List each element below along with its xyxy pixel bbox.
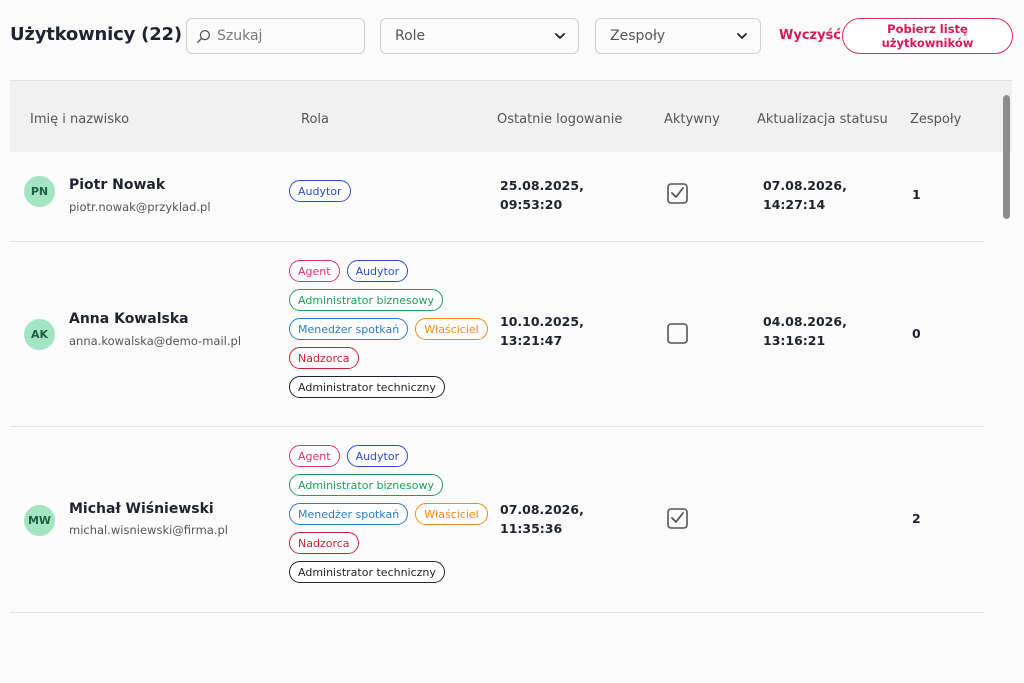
role-chip: Nadzorca bbox=[289, 347, 359, 369]
users-table: Imię i nazwisko Rola Ostatnie logowanie … bbox=[10, 80, 1012, 625]
column-header-last-login[interactable]: Ostatnie logowanie bbox=[497, 112, 623, 127]
user-email: michal.wisniewski@firma.pl bbox=[69, 523, 228, 537]
clear-filters-link[interactable]: Wyczyść bbox=[779, 28, 842, 43]
table-row[interactable]: MW Michał Wiśniewski michal.wisniewski@f… bbox=[10, 427, 985, 613]
role-chip: Audytor bbox=[289, 180, 351, 202]
user-email: piotr.nowak@przyklad.pl bbox=[69, 200, 211, 214]
role-chip: Administrator biznesowy bbox=[289, 289, 444, 311]
teams-count: 2 bbox=[912, 511, 921, 526]
column-header-role[interactable]: Rola bbox=[301, 112, 329, 127]
role-chip: Agent bbox=[289, 445, 340, 467]
table-row[interactable]: AK Anna Kowalska anna.kowalska@demo-mail… bbox=[10, 242, 985, 427]
search-box[interactable] bbox=[186, 18, 365, 54]
role-chip: Administrator biznesowy bbox=[289, 474, 444, 496]
roles-filter-label: Role bbox=[395, 28, 426, 44]
chevron-down-icon bbox=[737, 33, 747, 39]
role-chip: Agent bbox=[289, 260, 340, 282]
role-chip: Administrator techniczny bbox=[289, 376, 445, 398]
avatar: AK bbox=[24, 319, 55, 350]
role-chip: Właściciel bbox=[415, 503, 488, 525]
teams-count: 1 bbox=[912, 187, 921, 202]
role-chip: Menedżer spotkań bbox=[289, 503, 409, 525]
teams-count: 0 bbox=[912, 326, 921, 341]
role-chip: Administrator techniczny bbox=[289, 561, 445, 583]
status-update: 07.08.2026, 14:27:14 bbox=[763, 178, 847, 212]
user-name: Michał Wiśniewski bbox=[69, 501, 214, 517]
role-chip: Nadzorca bbox=[289, 532, 359, 554]
role-chip: Właściciel bbox=[415, 318, 488, 340]
table-row[interactable]: PN Piotr Nowak piotr.nowak@przyklad.pl A… bbox=[10, 152, 985, 242]
teams-filter-label: Zespoły bbox=[610, 28, 666, 44]
last-login: 10.10.2025, 13:21:47 bbox=[500, 314, 584, 348]
search-icon bbox=[196, 29, 211, 43]
page-title: Użytkownicy (22) bbox=[10, 24, 182, 45]
role-chip: Audytor bbox=[346, 260, 409, 282]
status-update: 04.08.2026, 13:16:21 bbox=[763, 314, 847, 348]
column-header-status-update[interactable]: Aktualizacja statusu bbox=[757, 112, 888, 127]
column-header-active[interactable]: Aktywny bbox=[664, 112, 720, 127]
avatar: PN bbox=[24, 176, 55, 207]
teams-filter-select[interactable]: Zespoły bbox=[595, 18, 761, 54]
column-header-name[interactable]: Imię i nazwisko bbox=[30, 112, 130, 127]
checkbox-unchecked-icon[interactable] bbox=[667, 323, 688, 344]
table-header: Imię i nazwisko Rola Ostatnie logowanie … bbox=[10, 81, 1012, 152]
last-login: 25.08.2025, 09:53:20 bbox=[500, 178, 584, 212]
toolbar: Użytkownicy (22) Role Zespoły Wyczyść Po… bbox=[0, 0, 1024, 72]
avatar: MW bbox=[24, 505, 55, 536]
last-login: 07.08.2026, 11:35:36 bbox=[500, 502, 584, 536]
user-email: anna.kowalska@demo-mail.pl bbox=[69, 334, 242, 348]
role-chip: Menedżer spotkań bbox=[289, 318, 409, 340]
vertical-scrollbar[interactable] bbox=[1003, 95, 1010, 219]
role-chips: Agent Audytor Administrator biznesowy Mened… bbox=[289, 445, 494, 583]
column-header-teams[interactable]: Zespoły bbox=[910, 112, 962, 127]
role-chips: Audytor bbox=[289, 180, 494, 202]
roles-filter-select[interactable]: Role bbox=[380, 18, 579, 54]
user-name: Piotr Nowak bbox=[69, 177, 166, 193]
checkbox-checked-icon[interactable] bbox=[667, 183, 688, 204]
role-chips: Agent Audytor Administrator biznesowy Mened… bbox=[289, 260, 494, 398]
chevron-down-icon bbox=[555, 33, 565, 39]
download-users-button[interactable]: Pobierz listę użytkowników bbox=[842, 18, 1013, 54]
search-input[interactable] bbox=[217, 28, 357, 44]
user-name: Anna Kowalska bbox=[69, 311, 189, 327]
checkbox-checked-icon[interactable] bbox=[667, 508, 688, 529]
role-chip: Audytor bbox=[346, 445, 409, 467]
